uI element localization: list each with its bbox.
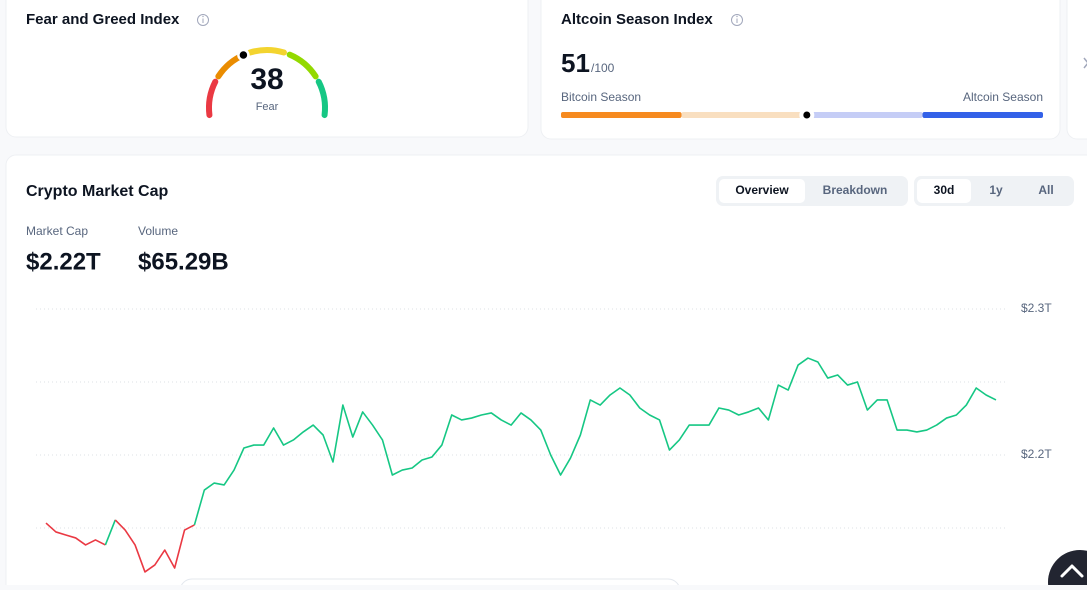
y-tick-label: $2.3T — [1021, 301, 1052, 315]
season-segment — [561, 112, 682, 118]
stat-value: $2.22T — [26, 248, 101, 275]
next-card — [1066, 0, 1087, 140]
chevron-icon — [1083, 57, 1087, 69]
season-bar — [561, 107, 1043, 123]
stat-label: Volume — [138, 224, 178, 238]
tab[interactable]: Breakdown — [823, 183, 888, 197]
season-segment — [681, 112, 807, 118]
gauge-marker — [237, 48, 250, 62]
gauge-label: Fear — [256, 101, 279, 113]
gauge-segment — [315, 78, 328, 119]
chart: $2.2T $2.3T — [36, 301, 1052, 573]
price-line — [104, 519, 117, 546]
fear-greed-card — [5, 0, 529, 138]
market-cap-card — [5, 154, 1087, 590]
y-tick-label: $2.2T — [1021, 447, 1052, 461]
tab[interactable]: Overview — [735, 183, 789, 197]
altcoin-card — [540, 0, 1061, 140]
card-title: Altcoin Season Index — [561, 11, 713, 28]
season-marker — [799, 107, 815, 123]
info-icon[interactable] — [197, 14, 209, 26]
card-title: Crypto Market Cap — [26, 183, 168, 200]
tab[interactable]: 1y — [989, 183, 1003, 197]
season-segment — [922, 112, 1043, 118]
scroll-top-button[interactable] — [1048, 550, 1087, 590]
tab[interactable]: 30d — [934, 183, 955, 197]
right-label: Altcoin Season — [963, 90, 1043, 104]
gauge-segment — [247, 47, 287, 56]
price-line — [193, 357, 997, 526]
tab-selected — [917, 179, 971, 203]
tab[interactable]: All — [1038, 183, 1053, 197]
tab-selected — [719, 179, 805, 203]
gauge-segment — [286, 51, 319, 80]
index-scale: /100 — [591, 61, 615, 75]
stat-value: $65.29B — [138, 248, 229, 275]
gauge-segment — [206, 78, 219, 119]
info-icon[interactable] — [731, 14, 743, 26]
index-value: 51 — [561, 48, 590, 78]
gauge-value: 38 — [250, 63, 283, 96]
card-title: Fear and Greed Index — [26, 11, 180, 28]
gauge — [206, 47, 328, 119]
left-label: Bitcoin Season — [561, 90, 641, 104]
bottom-panel — [179, 578, 681, 590]
tab-groups: Overview Breakdown 30d 1y All — [716, 176, 1074, 206]
season-segment — [806, 112, 923, 118]
price-line — [45, 522, 106, 546]
price-line — [114, 519, 195, 573]
stat-label: Market Cap — [26, 224, 88, 238]
